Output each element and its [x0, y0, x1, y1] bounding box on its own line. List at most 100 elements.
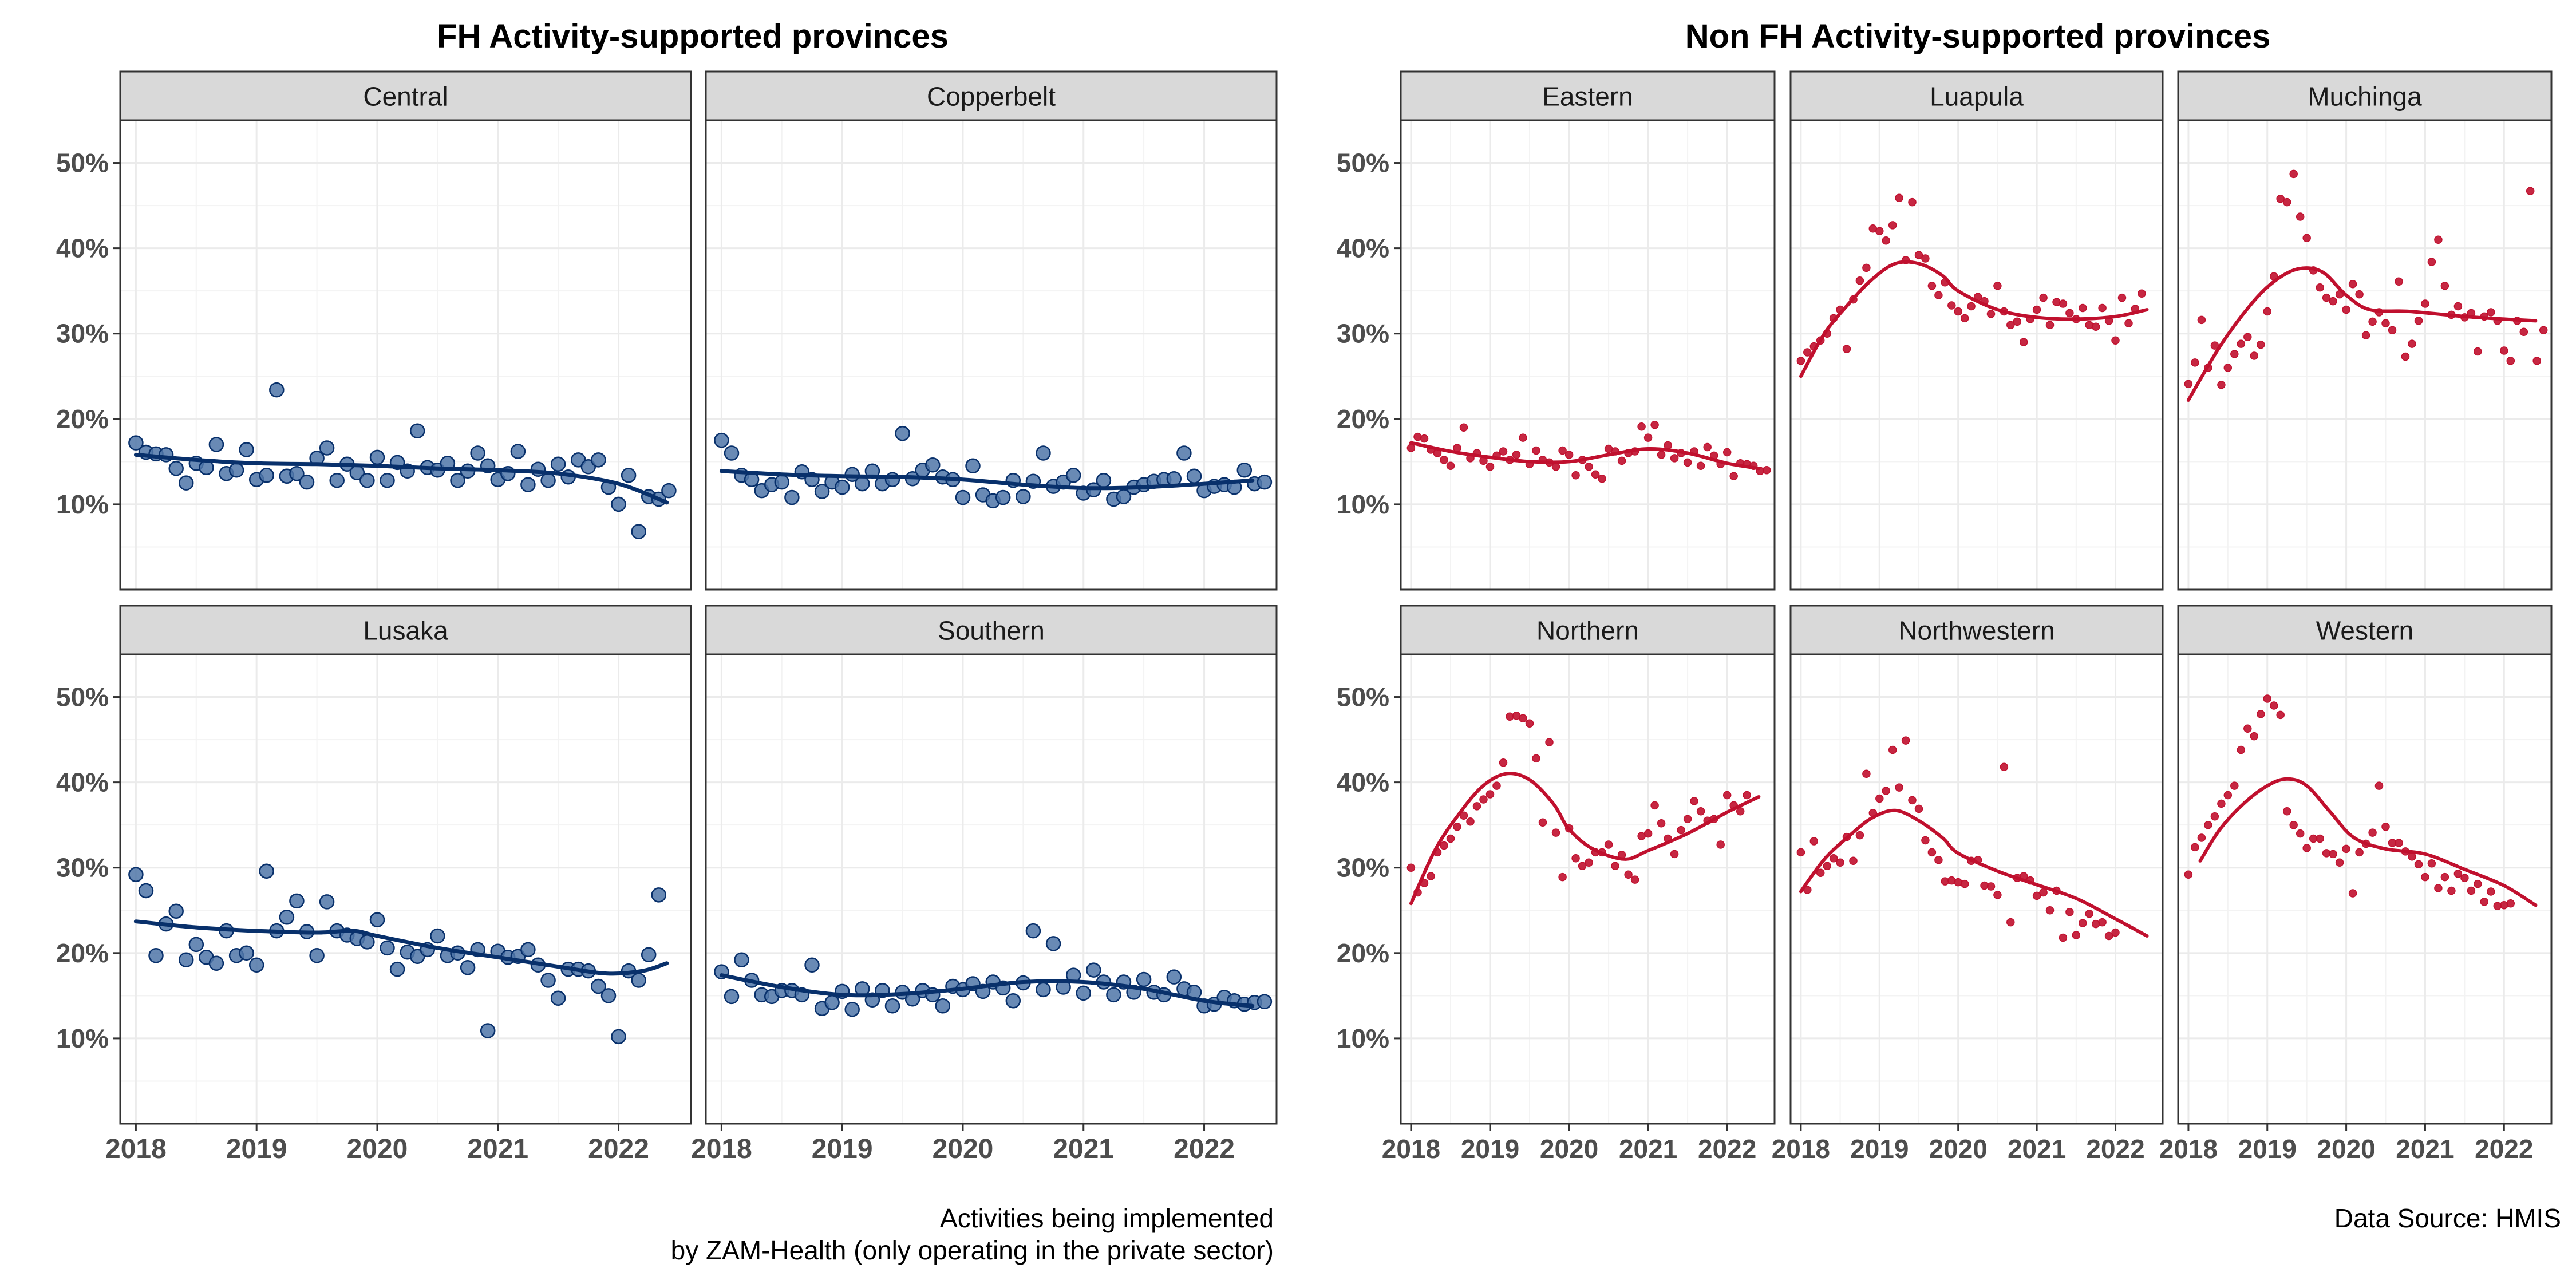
data-point [2210, 812, 2219, 821]
data-point [2039, 293, 2048, 302]
data-point [600, 988, 617, 1003]
data-point [289, 893, 305, 909]
data-point [661, 483, 677, 499]
data-point [510, 444, 526, 459]
data-point [1888, 745, 1897, 754]
data-point [299, 474, 315, 490]
data-point [1519, 714, 1527, 723]
y-tick-label: 10% [56, 1024, 109, 1053]
data-point [520, 942, 536, 958]
data-point [884, 998, 900, 1014]
data-point [2191, 358, 2199, 367]
x-tick-label: 2018 [2159, 1134, 2218, 1164]
data-point [2197, 315, 2206, 325]
data-point [239, 442, 254, 457]
data-point [1842, 345, 1851, 353]
data-point [2302, 234, 2311, 242]
data-point [834, 479, 850, 495]
data-point [1796, 357, 1805, 365]
data-point [1703, 442, 1712, 452]
data-point [289, 465, 305, 481]
data-point [2453, 302, 2463, 311]
data-point [1578, 862, 1587, 870]
data-point [1882, 236, 1890, 245]
data-point [2065, 309, 2074, 318]
x-tick-label: 2022 [588, 1134, 649, 1164]
panel-background [1791, 120, 2163, 590]
data-point [724, 445, 740, 461]
data-point [2184, 870, 2193, 879]
data-point [955, 489, 971, 505]
y-tick-label: 30% [56, 853, 109, 883]
data-point [1532, 446, 1540, 455]
data-point [1472, 802, 1481, 811]
data-point [2270, 701, 2278, 710]
data-point [1551, 828, 1560, 837]
data-point [1065, 467, 1081, 483]
data-point [2257, 340, 2265, 349]
data-point [611, 1029, 626, 1045]
strip-label-southern: Southern [938, 616, 1045, 646]
data-point [1630, 875, 1639, 884]
data-point [965, 458, 981, 474]
data-point [2197, 833, 2206, 842]
x-tick-label: 2021 [1619, 1134, 1677, 1164]
data-point [2223, 791, 2233, 800]
data-point [651, 887, 667, 903]
y-tick-label: 20% [1337, 404, 1389, 434]
data-point [1186, 468, 1202, 484]
y-tick-label: 40% [1337, 768, 1389, 797]
data-point [2434, 884, 2443, 892]
data-point [1716, 840, 1725, 849]
data-point [2467, 886, 2476, 895]
data-point [2316, 283, 2324, 292]
data-point [1525, 719, 1534, 728]
data-point [1571, 471, 1580, 480]
data-point [1551, 463, 1560, 471]
data-point [2329, 297, 2337, 306]
data-point [2368, 317, 2377, 326]
data-point [1993, 281, 2002, 290]
data-point [430, 928, 445, 944]
data-point [2250, 732, 2259, 741]
data-point [1025, 923, 1041, 939]
trend-line [1409, 441, 1761, 471]
panel-northwestern: Northwestern 2018 2019 2020 2021 2022 [1772, 605, 2164, 1164]
data-point [2243, 333, 2252, 341]
data-point [1585, 463, 1593, 471]
data-point [1440, 456, 1448, 464]
data-point [1045, 936, 1061, 951]
data-point [178, 952, 194, 967]
data-point [2217, 380, 2226, 389]
data-point [1762, 466, 1771, 475]
data-point [2065, 908, 2074, 916]
data-point [1914, 251, 1923, 259]
panel-northern: Northern 10% 20% 30% 40% 50% 2018 2019 2020 2021 2… [1337, 605, 1776, 1164]
data-point [259, 863, 274, 879]
data-point [520, 477, 536, 492]
x-tick-label: 2019 [1850, 1134, 1909, 1164]
data-point [631, 973, 646, 988]
data-point [2500, 346, 2508, 355]
data-point [1406, 863, 1416, 872]
data-point [935, 998, 951, 1014]
data-point [1591, 470, 1600, 479]
data-point [1722, 791, 1732, 800]
data-point [2401, 352, 2410, 361]
data-point [1485, 790, 1495, 799]
data-point [2427, 258, 2436, 266]
data-point [1895, 193, 1903, 202]
data-point [1729, 472, 1738, 480]
data-point [2539, 326, 2548, 335]
data-point [1538, 818, 1547, 827]
y-tick-label: 20% [56, 404, 109, 434]
data-point [369, 449, 385, 465]
data-point [2223, 364, 2233, 372]
data-point [2348, 889, 2357, 898]
data-point [1736, 807, 1745, 816]
data-point [774, 474, 790, 490]
data-point [450, 472, 465, 488]
data-point [540, 973, 556, 988]
strip-muchinga [2177, 70, 2553, 121]
data-point [168, 461, 184, 476]
